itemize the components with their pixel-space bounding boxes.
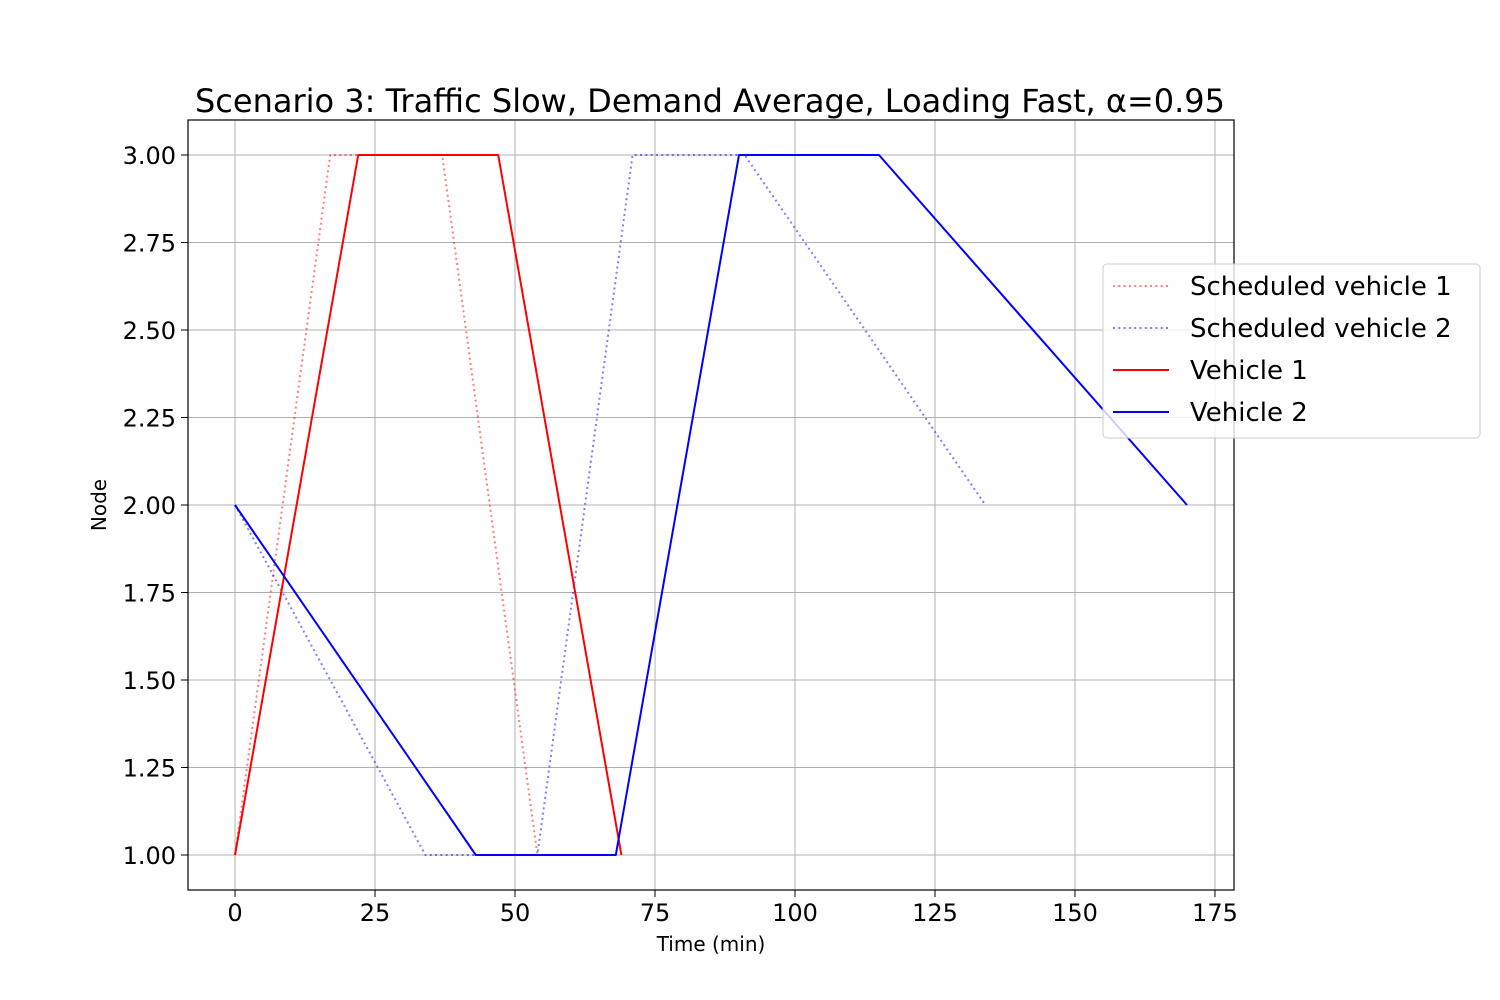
x-tick-label: 75	[640, 899, 671, 927]
series-line-vehicle-2	[234, 154, 1188, 856]
chart-title: Scenario 3: Traffic Slow, Demand Average…	[195, 82, 1225, 120]
y-axis-label: Node	[87, 479, 111, 531]
series-line-vehicle-1	[234, 154, 623, 856]
y-tick-label: 1.25	[123, 755, 176, 783]
series-line-scheduled-vehicle-1	[234, 154, 539, 856]
series-layer	[234, 154, 1188, 856]
legend-label: Scheduled vehicle 2	[1190, 314, 1452, 344]
ticks: 0 25 50 75 100 125 150 175 1.00 1.25 1.50 1.75 2.00 2…	[123, 142, 1238, 927]
y-tick-label: 3.00	[123, 142, 176, 170]
x-tick-label: 0	[227, 899, 242, 927]
series-line-scheduled-vehicle-2	[234, 154, 987, 856]
x-tick-label: 25	[360, 899, 391, 927]
x-tick-label: 175	[1192, 899, 1238, 927]
legend-label: Vehicle 1	[1190, 356, 1308, 386]
x-tick-label: 100	[772, 899, 818, 927]
x-axis-label: Time (min)	[656, 932, 766, 956]
y-tick-label: 1.00	[123, 842, 176, 870]
y-tick-label: 2.00	[123, 492, 176, 520]
legend-box	[1102, 263, 1481, 439]
legend-label: Vehicle 2	[1190, 398, 1308, 428]
y-tick-label: 2.25	[123, 405, 176, 433]
y-tick-label: 1.50	[123, 667, 176, 695]
legend-label: Scheduled vehicle 1	[1190, 272, 1452, 302]
legend: Scheduled vehicle 1 Scheduled vehicle 2 Ve…	[1102, 263, 1481, 439]
x-tick-label: 50	[500, 899, 531, 927]
x-tick-label: 125	[912, 899, 958, 927]
x-tick-label: 150	[1052, 899, 1098, 927]
y-tick-label: 2.50	[123, 317, 176, 345]
y-tick-label: 1.75	[123, 580, 176, 608]
y-tick-label: 2.75	[123, 230, 176, 258]
grid	[188, 120, 1234, 890]
